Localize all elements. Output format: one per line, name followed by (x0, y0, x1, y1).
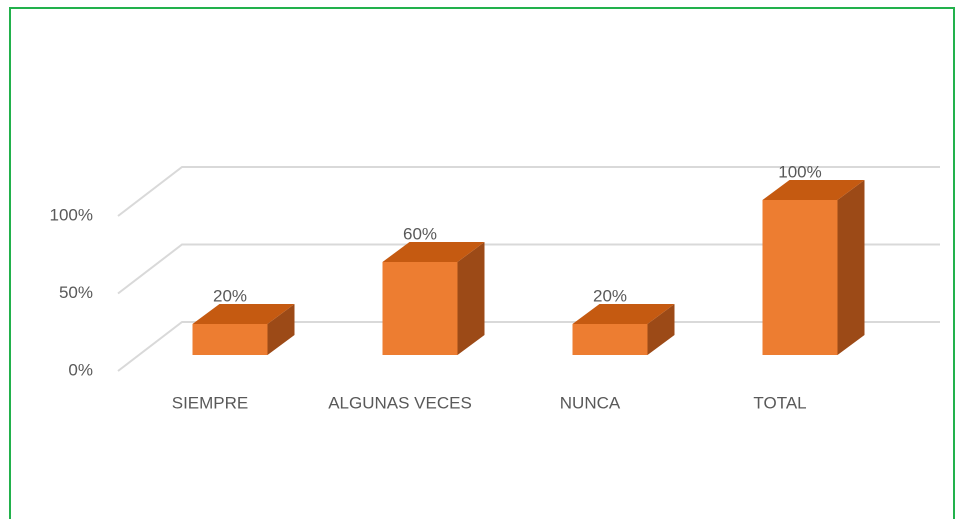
x-tick-label: ALGUNAS VECES (328, 393, 472, 412)
bar-side (837, 180, 865, 355)
bar (572, 304, 675, 355)
grid-line (117, 166, 940, 217)
bar-top (572, 304, 675, 324)
x-tick-label: NUNCA (560, 393, 621, 412)
y-tick-label: 100% (50, 205, 93, 224)
y-tick-label: 0% (68, 360, 93, 379)
bar (382, 242, 485, 355)
bar-top (192, 304, 295, 324)
bar-side (267, 304, 295, 355)
grid-line (117, 243, 940, 295)
data-label: 60% (403, 224, 437, 243)
bar-front (762, 200, 838, 355)
frame (9, 7, 955, 519)
data-label: 20% (213, 286, 247, 305)
data-label: 100% (778, 162, 821, 181)
bar-side (457, 242, 485, 355)
x-tick-label: TOTAL (753, 393, 806, 412)
bar-front (382, 262, 458, 355)
bar-front (572, 324, 648, 355)
y-tick-label: 50% (59, 283, 93, 302)
bar-top (382, 242, 485, 262)
bar (192, 304, 295, 355)
bar-top (762, 180, 865, 200)
x-tick-label: SIEMPRE (172, 393, 249, 412)
bar (762, 180, 865, 355)
grid-line (117, 321, 940, 372)
data-label: 20% (593, 286, 627, 305)
bar-front (192, 324, 268, 355)
bar-side (647, 304, 675, 355)
